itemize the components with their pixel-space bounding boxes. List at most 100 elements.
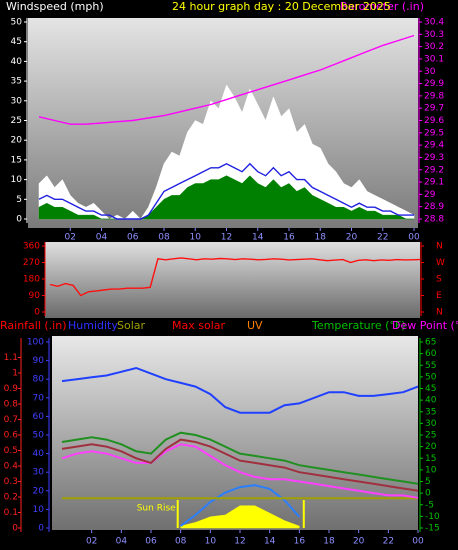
x-tick-label: 12 xyxy=(234,537,245,547)
legend-heading: Dew Point (°F) xyxy=(392,319,458,332)
y-tick-label: 50 xyxy=(425,372,437,382)
x-tick-label: 20 xyxy=(346,233,358,243)
y-tick-label: 0.8 xyxy=(4,400,19,410)
y-tick-label: 25 xyxy=(11,116,22,126)
series-area xyxy=(38,84,415,220)
y-tick-label: 30 xyxy=(424,67,436,77)
x-tick-label: 02 xyxy=(86,537,97,547)
y-tick-label: 70 xyxy=(33,393,45,403)
y-tick-label: 1.1 xyxy=(4,353,18,363)
series-line xyxy=(61,443,419,499)
x-tick-label: 08 xyxy=(158,233,170,243)
y-tick-label: 5 xyxy=(425,477,431,487)
annotation: Sun Rise xyxy=(137,504,176,514)
y-tick-label: 60 xyxy=(425,349,437,359)
y-tick-label: 30.1 xyxy=(424,54,444,64)
x-tick-label: 04 xyxy=(96,233,108,243)
y-tick-label: 5 xyxy=(16,195,22,205)
series-line xyxy=(49,257,421,297)
y-tick-label: 100 xyxy=(27,338,44,348)
y-tick-label: W xyxy=(436,258,445,268)
y-tick-label: 30.4 xyxy=(424,18,444,28)
y-tick-label: 0 xyxy=(34,308,40,318)
y-tick-label: 0.4 xyxy=(4,462,19,472)
y-tick-label: 35 xyxy=(425,407,436,417)
y-tick-label: 29 xyxy=(424,190,436,200)
y-tick-label: 20 xyxy=(11,136,23,146)
series-line xyxy=(61,431,419,485)
x-tick-label: 12 xyxy=(221,233,232,243)
y-tick-label: -10 xyxy=(425,512,440,522)
y-tick-label: 15 xyxy=(425,454,436,464)
y-tick-label: 0 xyxy=(16,215,22,225)
y-tick-label: 40 xyxy=(33,449,45,459)
series-line xyxy=(61,366,419,414)
y-tick-label: 90 xyxy=(33,356,45,366)
y-tick-label: 45 xyxy=(425,384,436,394)
y-tick-label: 20 xyxy=(425,442,437,452)
x-tick-label: 22 xyxy=(377,233,388,243)
y-tick-label: 45 xyxy=(11,37,22,47)
y-tick-label: 180 xyxy=(23,275,40,285)
y-tick-label: 29.4 xyxy=(424,141,444,151)
y-tick-label: 0 xyxy=(12,524,18,534)
y-tick-label: 30 xyxy=(425,419,437,429)
y-tick-label: 90 xyxy=(29,291,41,301)
y-tick-label: 0.9 xyxy=(4,384,19,394)
y-tick-label: 35 xyxy=(11,77,22,87)
y-tick-label: N xyxy=(436,308,443,318)
y-tick-label: N xyxy=(436,242,443,252)
y-tick-label: 29.7 xyxy=(424,104,444,114)
y-tick-label: 30 xyxy=(11,96,23,106)
y-tick-label: 0.1 xyxy=(4,508,18,518)
y-tick-label: 30 xyxy=(33,468,45,478)
y-tick-label: 25 xyxy=(425,431,436,441)
x-tick-label: 06 xyxy=(145,537,157,547)
series-line xyxy=(61,438,419,492)
x-tick-label: 14 xyxy=(252,233,264,243)
y-tick-label: 10 xyxy=(11,175,23,185)
x-tick-label: 22 xyxy=(383,537,394,547)
y-tick-label: 30.3 xyxy=(424,30,444,40)
y-tick-label: 0 xyxy=(38,524,44,534)
y-tick-label: 10 xyxy=(33,505,45,515)
x-tick-label: 08 xyxy=(175,537,187,547)
y-tick-label: 60 xyxy=(33,412,45,422)
y-tick-label: 15 xyxy=(11,155,22,165)
y-tick-label: 0.7 xyxy=(4,415,18,425)
legend-heading: Humidity xyxy=(68,319,118,332)
y-tick-label: 50 xyxy=(33,431,45,441)
y-tick-label: 0.6 xyxy=(4,431,19,441)
x-tick-label: 02 xyxy=(65,233,76,243)
legend-heading: UV xyxy=(247,319,263,332)
y-tick-label: 29.1 xyxy=(424,178,444,188)
plot-background xyxy=(45,242,420,318)
y-tick-label: 50 xyxy=(11,18,23,28)
chart-title: 24 hour graph day : 20 December 2025 xyxy=(172,0,391,13)
y-tick-label: 28.9 xyxy=(424,202,444,212)
x-tick-label: 10 xyxy=(205,537,217,547)
series-line xyxy=(38,162,414,220)
y-tick-label: 0.3 xyxy=(4,477,18,487)
y-tick-label: 28.8 xyxy=(424,215,444,225)
y-tick-label: 80 xyxy=(33,375,45,385)
y-tick-label: 29.2 xyxy=(424,165,444,175)
y-tick-label: 360 xyxy=(23,242,40,252)
series-line xyxy=(38,34,415,125)
legend-heading: Solar xyxy=(117,319,146,332)
y-tick-label: 0 xyxy=(425,489,431,499)
y-tick-label: 1 xyxy=(12,369,18,379)
series-area xyxy=(38,175,414,220)
x-tick-label: 04 xyxy=(116,537,128,547)
series-area xyxy=(180,505,300,529)
y-tick-label: 29.3 xyxy=(424,153,444,163)
x-tick-label: 00 xyxy=(412,537,424,547)
y-tick-label: 0.5 xyxy=(4,446,18,456)
series-line xyxy=(180,484,301,527)
y-tick-label: 0.2 xyxy=(4,493,18,503)
y-tick-label: -15 xyxy=(425,524,440,534)
y-tick-label: S xyxy=(436,275,442,285)
y-tick-label: 40 xyxy=(425,396,437,406)
